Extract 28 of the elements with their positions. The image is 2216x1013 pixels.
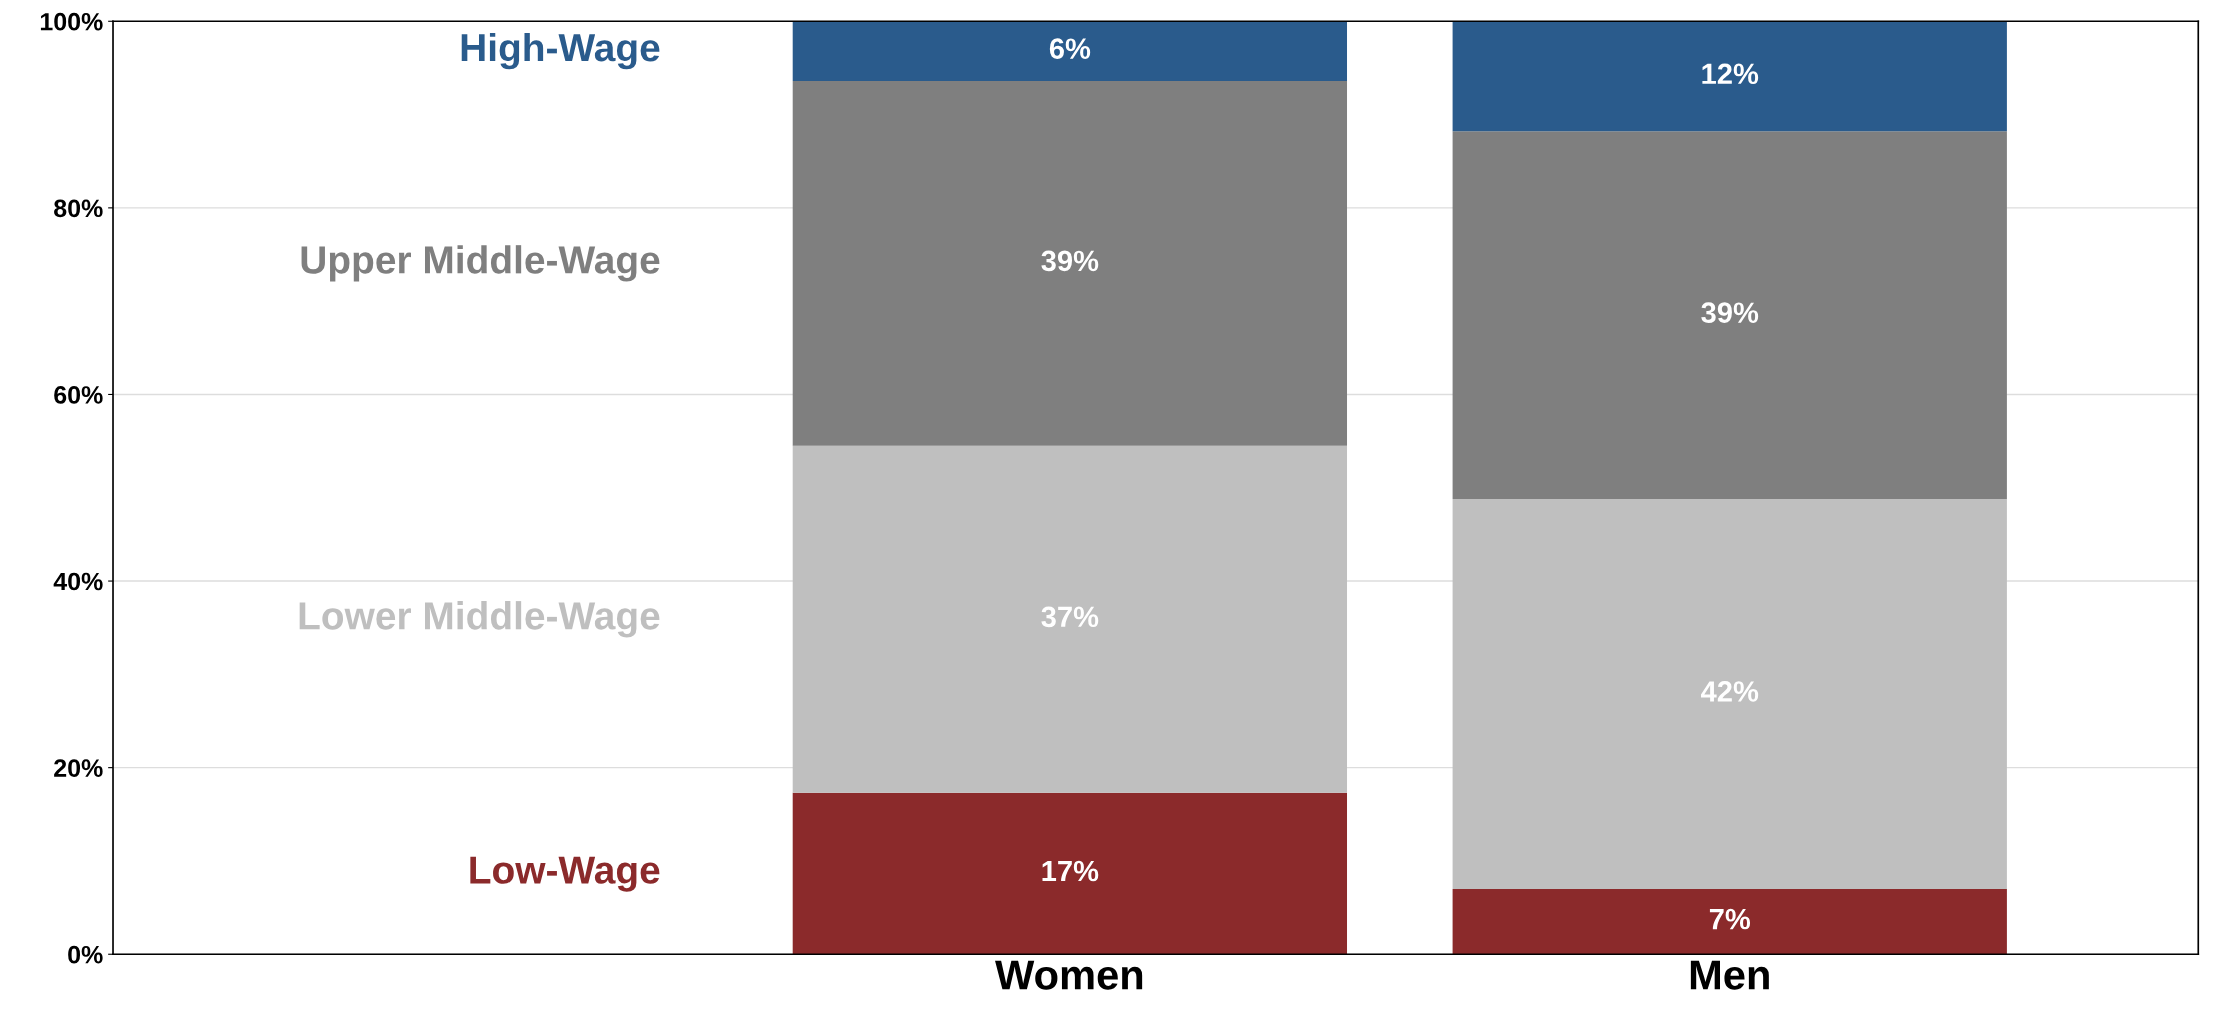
data-label: 37% xyxy=(1041,606,1099,628)
bar xyxy=(1452,888,2007,955)
bar xyxy=(1452,131,2007,499)
data-label: 42% xyxy=(1701,681,1759,702)
y-tick-label: 0% xyxy=(68,945,103,964)
y-tick-label: 20% xyxy=(54,759,103,777)
y-tick-label: 100% xyxy=(40,12,103,31)
data-label: 7% xyxy=(1709,908,1751,930)
x-tick-label: Men xyxy=(1690,960,1769,990)
data-label: 12% xyxy=(1702,63,1759,85)
text: High-Wage xyxy=(461,32,660,70)
data-label: 17% xyxy=(1042,860,1099,882)
text: Low-Wage xyxy=(470,856,660,892)
bar xyxy=(792,445,1348,793)
data-label: 39% xyxy=(1041,250,1099,272)
y-tick-label: 40% xyxy=(53,572,103,591)
y-tick-label: 60% xyxy=(54,386,103,404)
text: Upper Middle-Wage xyxy=(301,245,660,282)
text: Lower Middle-Wage xyxy=(299,601,660,638)
x-tick-label: Women xyxy=(995,960,1143,990)
bar xyxy=(792,21,1348,81)
bar xyxy=(792,80,1348,446)
bar xyxy=(792,792,1348,955)
data-label: 6% xyxy=(1049,38,1091,59)
bar xyxy=(1452,498,2007,889)
bar xyxy=(1452,21,2007,132)
data-label: 39% xyxy=(1701,302,1759,324)
y-tick-label: 80% xyxy=(54,199,103,218)
